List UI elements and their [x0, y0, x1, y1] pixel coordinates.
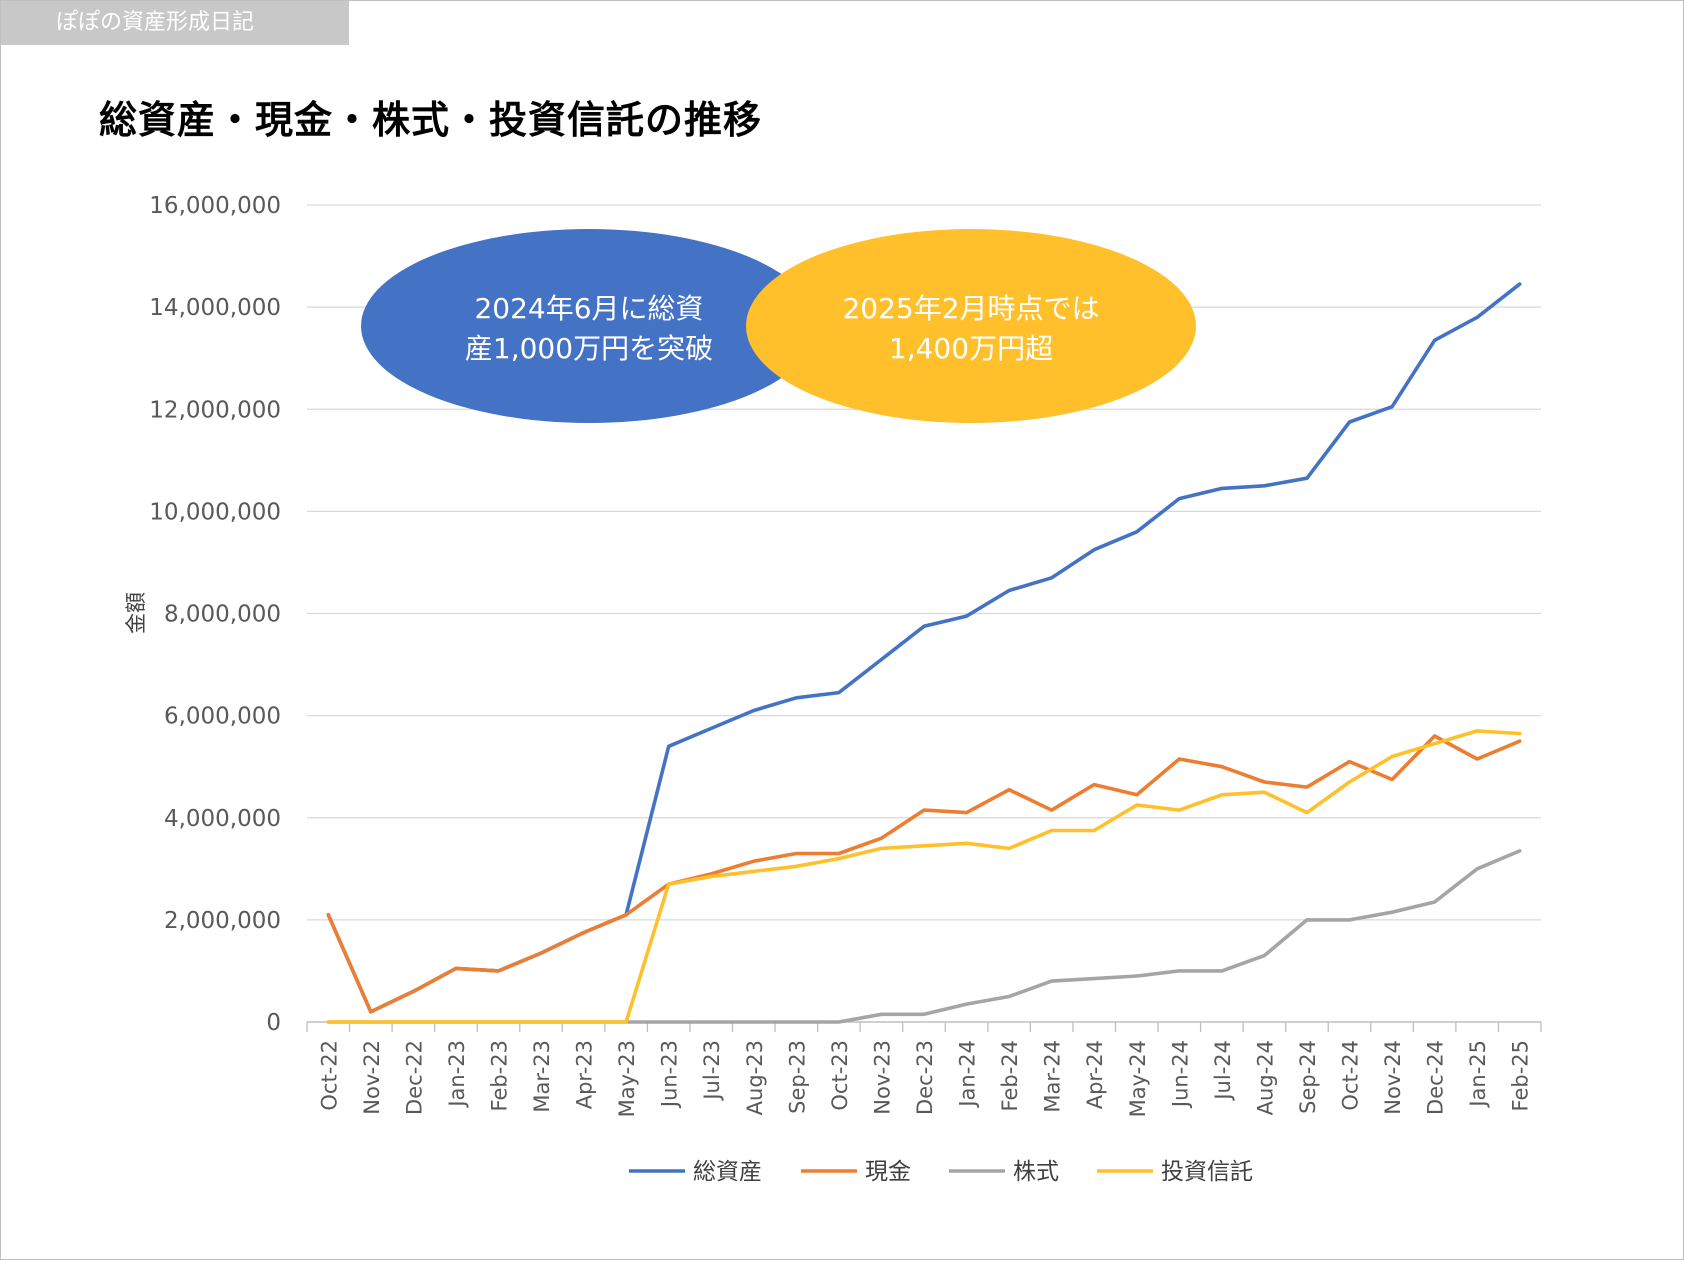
x-tick-label: Nov-22 — [360, 1040, 384, 1115]
annotation-line-1: 2024年6月に総資 — [474, 292, 703, 325]
series-lines — [326, 282, 1522, 1024]
x-tick-label: Jun-24 — [1168, 1040, 1192, 1109]
annotation-line-1: 2025年2月時点では — [842, 292, 1099, 325]
legend-item-株式: 株式 — [949, 1159, 1059, 1185]
x-tick-label: Feb-23 — [487, 1040, 511, 1111]
y-axis: 0 2,000,000 4,000,000 6,000,000 8,000,000 10,… — [149, 193, 281, 1036]
x-axis: Oct-22 Nov-22 Dec-22 Jan-23 Feb-23 Mar-23 Apr-… — [306, 1021, 1542, 1117]
y-tick-label: 16,000,000 — [149, 193, 281, 219]
x-tick-label: Dec-24 — [1424, 1040, 1448, 1115]
series-line-現金 — [326, 734, 1522, 1014]
legend-label: 投資信託 — [1161, 1159, 1253, 1185]
x-tick-label: Jul-24 — [1211, 1040, 1235, 1102]
y-tick-label: 14,000,000 — [149, 295, 281, 321]
blog-tag: ぽぽの資産形成日記 — [1, 1, 349, 45]
legend: 総資産 現金 株式 投資信託 — [629, 1159, 1253, 1185]
x-tick-label: Dec-22 — [402, 1040, 426, 1115]
x-tick-label: Jul-23 — [700, 1040, 724, 1102]
annotation-milestone-10m: 2024年6月に総資 産1,000万円を突破 — [361, 229, 817, 423]
x-tick-label: Jun-23 — [658, 1040, 682, 1109]
x-tick-label: Sep-24 — [1296, 1040, 1320, 1114]
annotation-ellipse-yellow — [746, 229, 1196, 423]
x-tick-label: Apr-23 — [573, 1040, 597, 1109]
y-tick-label: 2,000,000 — [164, 908, 281, 934]
x-tick-label: Apr-24 — [1083, 1040, 1107, 1109]
x-tick-label: May-24 — [1126, 1040, 1150, 1117]
x-tick-label: Aug-23 — [743, 1040, 767, 1115]
legend-label: 総資産 — [693, 1159, 762, 1185]
x-tick-label: Aug-24 — [1253, 1040, 1277, 1115]
x-tick-label: Feb-25 — [1509, 1040, 1533, 1111]
x-tick-label: Jan-24 — [956, 1040, 980, 1109]
y-tick-label: 4,000,000 — [164, 806, 281, 832]
y-tick-label: 8,000,000 — [164, 602, 281, 628]
x-tick-label: Jan-23 — [445, 1040, 469, 1109]
annotation-line-2: 産1,000万円を突破 — [465, 332, 713, 365]
y-tick-label: 0 — [266, 1010, 281, 1036]
x-tick-label: Nov-24 — [1381, 1040, 1405, 1115]
x-tick-label: Oct-22 — [317, 1040, 341, 1111]
x-tick-label: Oct-23 — [828, 1040, 852, 1111]
x-tick-label: Mar-23 — [530, 1040, 554, 1113]
x-tick-label: Sep-23 — [785, 1040, 809, 1114]
y-tick-label: 12,000,000 — [149, 397, 281, 423]
x-tick-label: May-23 — [615, 1040, 639, 1117]
annotation-milestone-14m: 2025年2月時点では 1,400万円超 — [746, 229, 1196, 423]
page-title: 総資産・現金・株式・投資信託の推移 — [99, 98, 763, 142]
legend-label: 現金 — [865, 1159, 911, 1185]
x-tick-label: Dec-23 — [913, 1040, 937, 1115]
y-axis-label: 金額 — [124, 592, 148, 634]
annotation-ellipse-blue — [361, 229, 817, 423]
annotation-line-2: 1,400万円超 — [889, 332, 1053, 365]
y-tick-label: 6,000,000 — [164, 704, 281, 730]
legend-label: 株式 — [1013, 1159, 1059, 1185]
x-tick-label: Oct-24 — [1339, 1040, 1363, 1111]
y-tick-label: 10,000,000 — [149, 499, 281, 525]
series-line-投資信託 — [326, 729, 1522, 1024]
x-tick-label: Mar-24 — [1041, 1040, 1065, 1113]
series-line-株式 — [326, 849, 1522, 1024]
legend-item-現金: 現金 — [801, 1159, 911, 1185]
x-tick-label: Feb-24 — [998, 1040, 1022, 1111]
x-tick-label: Jan-25 — [1466, 1040, 1490, 1109]
legend-item-投資信託: 投資信託 — [1097, 1159, 1253, 1185]
legend-item-総資産: 総資産 — [629, 1159, 762, 1185]
x-tick-label: Nov-23 — [870, 1040, 894, 1115]
annotations: 2024年6月に総資 産1,000万円を突破 2025年2月時点では 1,400… — [361, 229, 1196, 423]
